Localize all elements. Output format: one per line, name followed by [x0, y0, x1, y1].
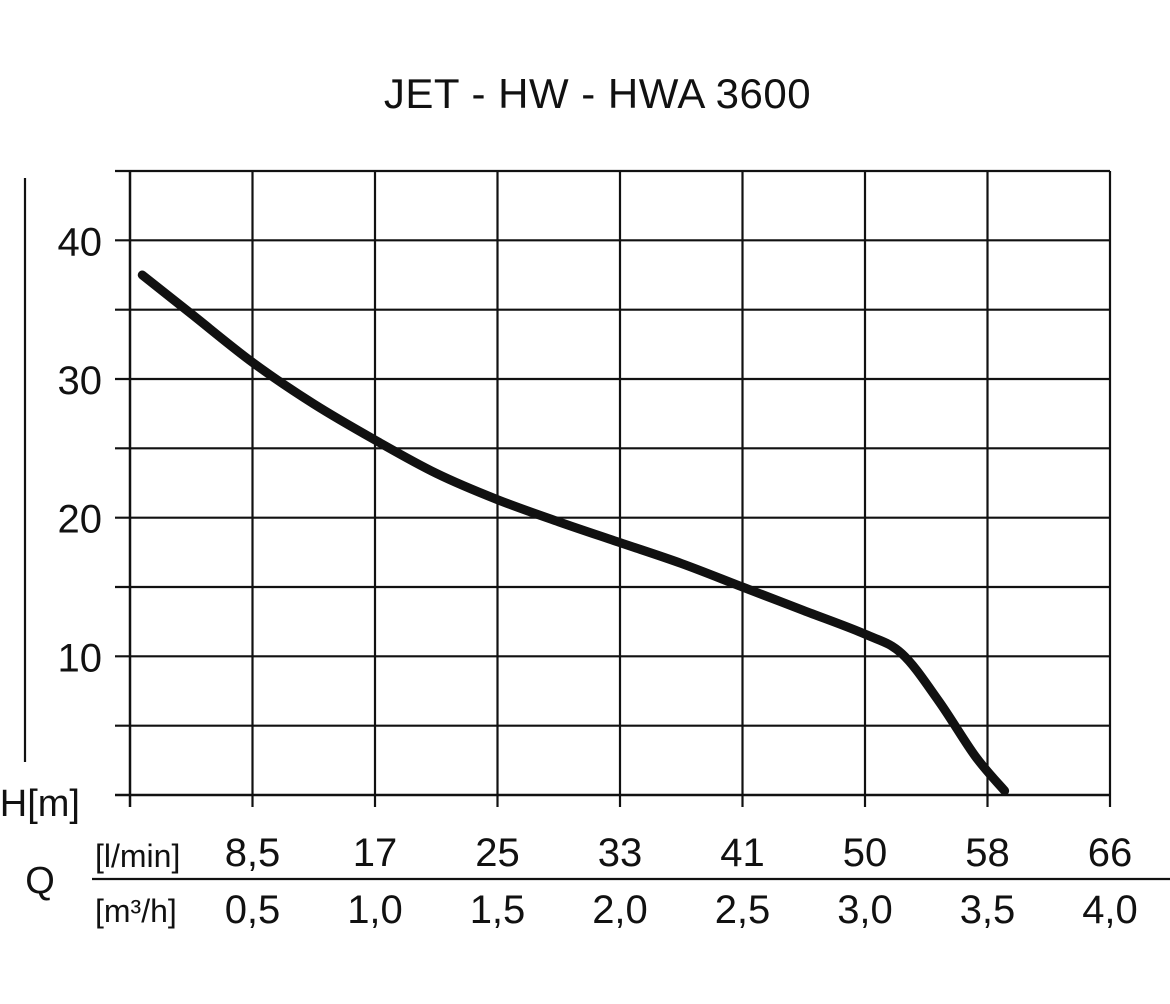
x-tick-label-m3h: 3,0 [837, 888, 893, 932]
x-tick-label-m3h: 2,5 [715, 888, 771, 932]
x-tick-label-lmin: 8,5 [225, 831, 281, 875]
x-tick-label-lmin: 58 [965, 831, 1010, 875]
x-tick-label-lmin: 66 [1088, 831, 1133, 875]
x-tick-label-m3h: 1,0 [347, 888, 403, 932]
x-tick-label-lmin: 33 [598, 831, 643, 875]
x-tick-label-m3h: 1,5 [470, 888, 526, 932]
x-unit-secondary: [m³/h] [95, 893, 177, 929]
x-tick-label-m3h: 3,5 [960, 888, 1016, 932]
chart-title: JET - HW - HWA 3600 [383, 70, 812, 117]
x-axis-label: Q [25, 860, 55, 902]
x-unit-primary: [l/min] [95, 838, 180, 874]
series-line [137, 270, 1010, 796]
y-axis-label: H[m] [0, 783, 80, 825]
x-tick-label-m3h: 2,0 [592, 888, 648, 932]
y-tick-label: 20 [58, 498, 103, 542]
x-tick-label-lmin: 50 [843, 831, 888, 875]
x-tick-label-lmin: 25 [475, 831, 520, 875]
x-tick-label-lmin: 17 [353, 831, 398, 875]
x-tick-label-m3h: 0,5 [225, 888, 281, 932]
x-tick-label-lmin: 41 [720, 831, 765, 875]
y-tick-label: 10 [58, 636, 103, 680]
y-tick-label: 30 [58, 359, 103, 403]
x-tick-label-m3h: 4,0 [1082, 888, 1138, 932]
y-tick-label: 40 [58, 220, 103, 264]
